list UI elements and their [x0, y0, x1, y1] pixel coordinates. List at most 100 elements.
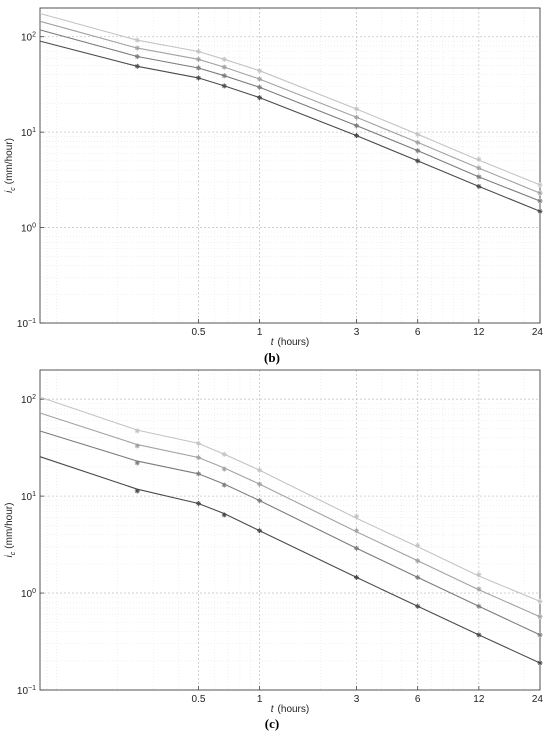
data-point-d2 [135, 54, 140, 59]
data-point [537, 190, 543, 196]
data-point [195, 49, 201, 55]
data-point-d2 [135, 64, 140, 69]
data-point-d2 [476, 586, 481, 592]
y-tick-base: 10 [17, 319, 29, 330]
y-axis-label-var: i [4, 190, 15, 193]
data-point-d2 [537, 209, 543, 214]
y-tick-exponent: −1 [28, 685, 36, 692]
x-axis-label-unit: (hours) [278, 337, 310, 348]
x-tick-label: 1 [257, 327, 263, 338]
data-point [221, 482, 227, 488]
data-point-d2 [537, 660, 543, 666]
data-point [415, 148, 421, 154]
series-4 [39, 40, 543, 214]
data-point-d2 [415, 543, 420, 548]
x-tick-label: 3 [354, 694, 360, 705]
data-point [195, 75, 201, 81]
data-point [221, 56, 227, 62]
data-point-d2 [537, 632, 543, 638]
data-point-d2 [415, 140, 420, 145]
data-point [537, 614, 543, 620]
y-tick-label: 102 [21, 32, 36, 44]
x-axis-label: t (hours) [271, 337, 309, 348]
data-point-d2 [135, 443, 140, 448]
y-axis-label: ic (mm/hour) [4, 503, 17, 558]
y-tick-exponent: 2 [32, 394, 36, 401]
data-point [415, 558, 421, 564]
data-point-d2 [476, 166, 481, 171]
data-point-d2 [222, 73, 227, 78]
data-point [221, 512, 227, 518]
data-point-d2 [222, 57, 227, 62]
data-point-d2 [354, 528, 359, 533]
data-point [257, 498, 263, 504]
data-point-d2 [354, 133, 359, 138]
data-point [195, 440, 201, 446]
data-point-d2 [257, 85, 262, 90]
data-point-d2 [354, 123, 359, 128]
series-3 [39, 430, 543, 638]
data-point-d2 [476, 572, 481, 577]
data-point [415, 542, 421, 548]
data-point-d2 [196, 75, 201, 81]
data-point-d2 [415, 132, 420, 137]
data-point [134, 45, 140, 51]
series-line [39, 40, 541, 212]
data-point-d2 [257, 528, 262, 533]
data-point [476, 632, 482, 638]
y-axis-label-unit: (mm/hour) [4, 138, 15, 184]
y-tick-label: 102 [21, 394, 36, 406]
series-2 [39, 20, 543, 196]
y-tick-label: 101 [21, 491, 36, 503]
data-point [257, 95, 263, 101]
data-point [134, 63, 140, 69]
series-3 [39, 29, 543, 204]
x-axis-label-var: t [271, 337, 275, 348]
x-tick-label: 12 [473, 694, 485, 705]
data-point [476, 586, 482, 592]
data-point-d2 [476, 632, 481, 638]
data-point-d2 [257, 95, 262, 100]
y-tick-label: 100 [21, 588, 36, 600]
y-tick-base: 10 [21, 395, 33, 406]
y-tick-label: 100 [21, 223, 36, 235]
data-point [195, 471, 201, 477]
data-point [221, 466, 227, 472]
data-point [537, 182, 543, 188]
data-point [134, 428, 140, 434]
data-point [134, 37, 140, 43]
data-point-d2 [196, 441, 201, 446]
data-point-d2 [222, 482, 227, 488]
data-point [134, 488, 140, 494]
data-point [537, 632, 543, 638]
x-tick-label: 24 [532, 327, 544, 338]
grid [40, 370, 541, 691]
data-point-d2 [222, 512, 227, 517]
data-point [354, 513, 360, 519]
data-point-d2 [354, 514, 359, 519]
data-point-d2 [257, 498, 262, 503]
data-point [257, 68, 263, 74]
data-point [476, 174, 482, 180]
data-point [257, 481, 263, 487]
series-4 [39, 456, 543, 666]
series-line [39, 430, 541, 636]
x-tick-label: 3 [354, 327, 360, 338]
data-point [134, 443, 140, 449]
data-point-d2 [222, 65, 227, 70]
data-point [476, 603, 482, 609]
data-point-d2 [476, 604, 481, 609]
data-point-d2 [476, 157, 481, 162]
data-point [476, 165, 482, 171]
data-point-d2 [537, 182, 543, 187]
data-point [221, 64, 227, 70]
y-tick-base: 10 [21, 492, 33, 503]
y-axis-label-sub: c [10, 187, 17, 191]
x-tick-label: 1 [257, 694, 263, 705]
data-point [257, 76, 263, 82]
data-point [415, 139, 421, 145]
data-point-d2 [196, 65, 201, 71]
data-point [537, 660, 543, 666]
